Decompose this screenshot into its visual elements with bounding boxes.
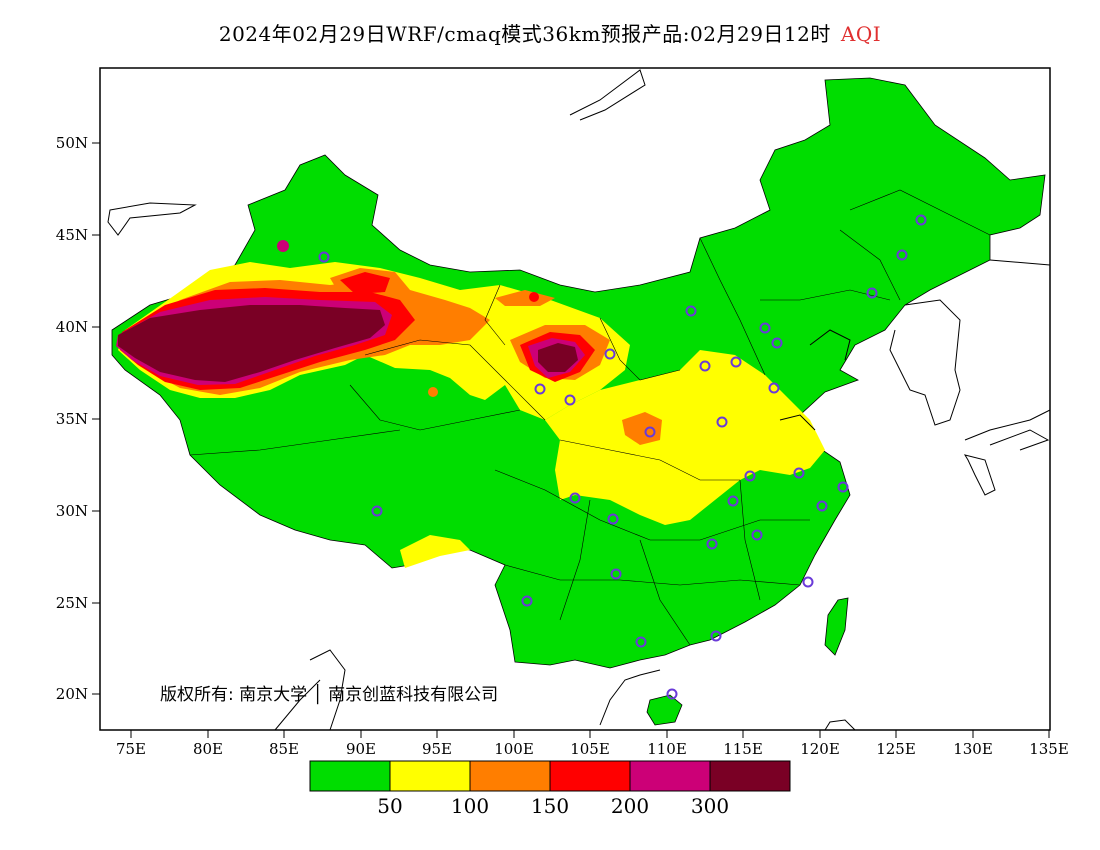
- station-marker: [710, 630, 722, 642]
- lat-label: 35N: [56, 410, 88, 428]
- station-marker: [771, 337, 783, 349]
- lon-axis: 75E 80E 85E 90E 95E 100E 105E 110E 115E …: [116, 730, 1069, 758]
- lon-label: 115E: [723, 740, 763, 758]
- station-marker: [371, 505, 383, 517]
- station-marker: [534, 383, 546, 395]
- lon-label: 90E: [346, 740, 376, 758]
- legend-label: 50: [377, 794, 403, 818]
- legend-label: 200: [610, 794, 650, 818]
- lat-label: 50N: [56, 134, 88, 152]
- lon-label: 120E: [800, 740, 840, 758]
- lat-label: 30N: [56, 502, 88, 520]
- station-marker: [685, 305, 697, 317]
- legend-swatch: [709, 760, 791, 792]
- station-marker: [727, 495, 739, 507]
- station-marker: [569, 492, 581, 504]
- region-unhealthy-blob: [340, 272, 390, 294]
- station-marker: [607, 513, 619, 525]
- region-hainan: [646, 694, 683, 726]
- legend-label: 100: [450, 794, 490, 818]
- station-marker: [759, 322, 771, 334]
- lon-label: 85E: [269, 740, 299, 758]
- hotspot-2: [428, 387, 438, 397]
- station-marker: [793, 467, 805, 479]
- lat-label: 45N: [56, 226, 88, 244]
- legend-swatch: [629, 760, 711, 792]
- region-moderate-east: [545, 350, 825, 525]
- lat-label: 40N: [56, 318, 88, 336]
- lat-axis: 50N 45N 40N 35N 30N 25N 20N: [56, 134, 100, 703]
- station-marker: [802, 576, 814, 588]
- region-hazardous-center: [538, 343, 578, 372]
- lon-label: 105E: [570, 740, 610, 758]
- lon-label: 125E: [876, 740, 916, 758]
- lon-label: 75E: [116, 740, 146, 758]
- hotspot-3: [529, 292, 539, 302]
- station-marker: [866, 287, 878, 299]
- monitoring-stations: [318, 214, 927, 700]
- lon-label: 95E: [422, 740, 452, 758]
- station-marker: [610, 568, 622, 580]
- station-marker: [915, 214, 927, 226]
- lon-label: 80E: [193, 740, 223, 758]
- station-marker: [635, 636, 647, 648]
- region-usg-blob2: [495, 290, 555, 306]
- station-marker: [751, 529, 763, 541]
- title-main: 2024年02月29日WRF/cmaq模式36km预报产品:02月29日12时: [218, 22, 831, 46]
- station-marker: [521, 595, 533, 607]
- station-marker: [896, 249, 908, 261]
- title-variable: AQI: [840, 22, 882, 46]
- station-marker: [604, 348, 616, 360]
- lon-label: 130E: [953, 740, 993, 758]
- legend-swatch: [469, 760, 551, 792]
- legend-swatch: [549, 760, 631, 792]
- lon-label: 110E: [647, 740, 687, 758]
- station-marker: [816, 500, 828, 512]
- legend-swatch: [389, 760, 471, 792]
- station-marker: [716, 416, 728, 428]
- station-marker: [837, 481, 849, 493]
- station-marker: [644, 426, 656, 438]
- map-title: 2024年02月29日WRF/cmaq模式36km预报产品:02月29日12时 A…: [0, 18, 1100, 47]
- station-marker: [768, 382, 780, 394]
- station-marker: [699, 360, 711, 372]
- legend-colorbar: [309, 760, 791, 792]
- region-moderate-sw: [400, 535, 470, 568]
- station-marker: [706, 538, 718, 550]
- hotspot-1: [277, 240, 289, 252]
- region-hazardous-west: [118, 305, 385, 382]
- station-marker: [744, 470, 756, 482]
- station-marker: [318, 251, 330, 263]
- lat-label: 25N: [56, 594, 88, 612]
- legend-label: 150: [530, 794, 570, 818]
- province-boundaries: [189, 189, 991, 646]
- lon-label: 135E: [1029, 740, 1069, 758]
- aqi-fields: [111, 77, 1046, 726]
- neighbor-coastlines: [107, 69, 1051, 731]
- legend-swatch: [309, 760, 391, 792]
- map-frame: [99, 67, 1051, 731]
- lon-label: 100E: [494, 740, 534, 758]
- station-marker: [730, 356, 742, 368]
- legend-label: 300: [690, 794, 730, 818]
- lat-label: 20N: [56, 685, 88, 703]
- copyright-notice: 版权所有: 南京大学 │ 南京创蓝科技有限公司: [160, 685, 499, 705]
- station-marker: [564, 394, 576, 406]
- station-marker: [666, 688, 678, 700]
- region-taiwan: [824, 597, 849, 656]
